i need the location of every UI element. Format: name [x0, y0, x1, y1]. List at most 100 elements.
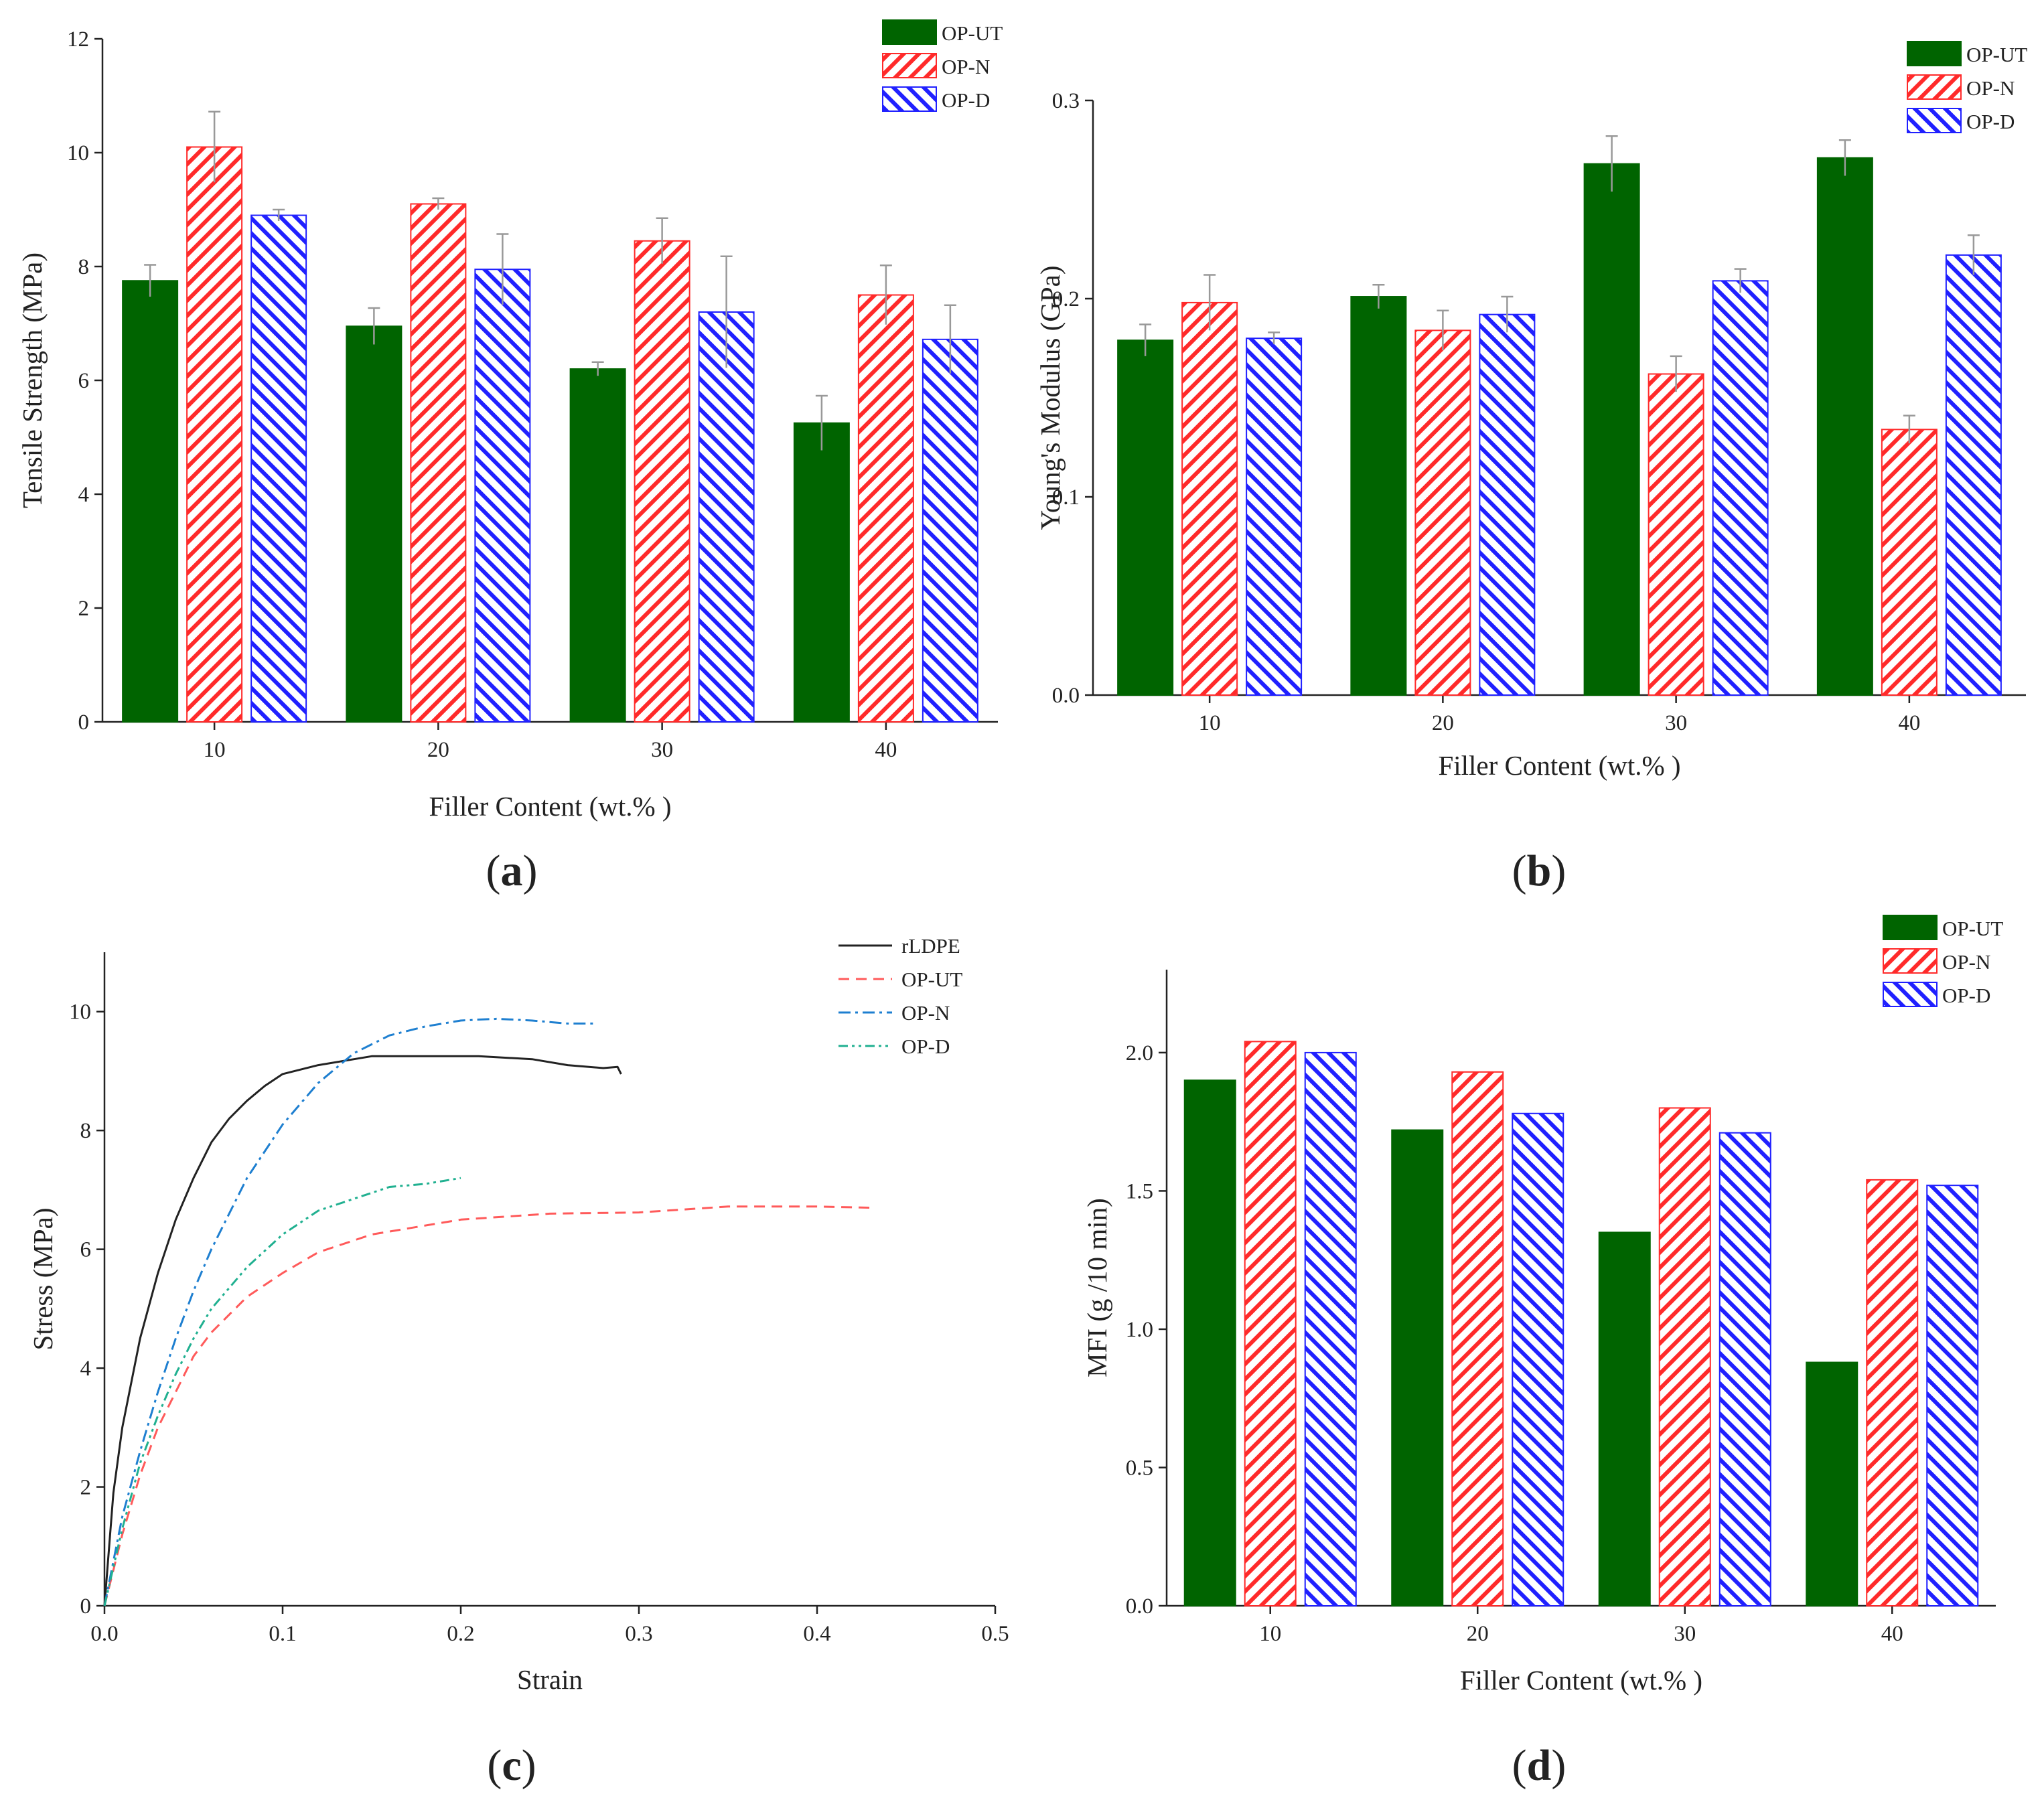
- bar-op-ut-10: [1117, 340, 1174, 696]
- bar-op-d-10: [1246, 337, 1303, 696]
- bar-op-ut-40: [1806, 1361, 1858, 1606]
- y-tick-label: 10: [69, 1000, 91, 1025]
- bar-op-n-30: [1658, 1107, 1711, 1606]
- legend-label-op-ut: OP-UT: [942, 21, 1003, 45]
- bar-op-n-30: [1648, 373, 1704, 696]
- bar-op-d-20: [1512, 1112, 1564, 1606]
- y-axis-title: Stress (MPa): [27, 1208, 58, 1351]
- y-tick-label: 8: [78, 255, 90, 279]
- y-tick-label: 6: [78, 369, 90, 393]
- y-tick-label: 4: [80, 1357, 92, 1381]
- panel-label-a: (a): [486, 846, 538, 895]
- x-axis-title: Strain: [517, 1664, 583, 1695]
- x-tick-label: 0.3: [625, 1622, 652, 1646]
- legend-label-op-n: OP-N: [1966, 76, 2015, 100]
- y-tick-label: 0: [78, 710, 90, 735]
- legend-label-op-d: OP-D: [1942, 984, 1990, 1007]
- x-tick-label: 20: [1432, 711, 1454, 735]
- y-tick-label: 0.0: [1052, 684, 1080, 708]
- legend-swatch-op-n: [882, 53, 937, 78]
- x-tick-label: 40: [1881, 1622, 1903, 1646]
- panel-label-b: (b): [1512, 846, 1566, 895]
- bar-op-d-40: [1926, 1185, 1979, 1607]
- y-tick-label: 0.3: [1052, 89, 1080, 113]
- y-tick-label: 0.0: [1126, 1594, 1153, 1619]
- y-axis-title: MFI (g /10 min): [1082, 1198, 1112, 1377]
- x-tick-label: 30: [1674, 1622, 1696, 1646]
- bar-op-d-20: [1479, 313, 1536, 696]
- x-tick-label: 30: [1665, 711, 1687, 735]
- legend-label-op-d: OP-D: [1966, 110, 2015, 133]
- panel-c-stress-strain: 0.0 0.1 0.2 0.3 0.4 0.5 0 2 4 6 8 10 Strain Stress (M…: [27, 934, 1009, 1695]
- x-tick-label: 0.4: [803, 1622, 830, 1646]
- line-rldpe: [103, 1055, 622, 1606]
- bar-op-d-30: [1719, 1132, 1771, 1606]
- y-tick-label: 4: [78, 483, 90, 507]
- legend-swatch-op-d: [1907, 108, 1962, 133]
- bar-op-n-40: [857, 294, 914, 723]
- bar-op-ut-30: [1598, 1231, 1651, 1607]
- panel-d-mfi: 0.0 0.5 1.0 1.5 2.0 10 20 30 40 Filler Content (w…: [1082, 915, 2003, 1696]
- y-tick-label: 0: [80, 1594, 92, 1619]
- bar-op-d-10: [1304, 1051, 1357, 1607]
- legend-label-op-ut: OP-UT: [901, 968, 962, 991]
- legend-label-rldpe: rLDPE: [901, 934, 960, 958]
- y-tick-label: 2: [78, 597, 90, 621]
- bar-op-n-20: [1414, 329, 1471, 696]
- x-tick-label: 20: [1467, 1622, 1489, 1646]
- y-tick-label: 0.1: [1052, 485, 1080, 510]
- x-tick-label: 40: [1898, 711, 1920, 735]
- bar-op-n-40: [1866, 1179, 1919, 1607]
- legend-swatch-op-ut: [1883, 915, 1938, 940]
- legend-label-op-ut: OP-UT: [1942, 917, 2003, 940]
- x-tick-label: 10: [204, 738, 226, 762]
- legend-label-op-n: OP-N: [942, 55, 990, 78]
- y-tick-label: 2: [80, 1476, 92, 1500]
- panel-label-c: (c): [487, 1741, 536, 1790]
- y-axis-title: Young's Modulus (GPa): [1035, 265, 1066, 530]
- x-tick-label: 10: [1259, 1622, 1281, 1646]
- bar-op-n-40: [1881, 429, 1938, 696]
- legend-label-op-ut: OP-UT: [1966, 43, 2027, 66]
- legend-swatch-op-ut: [882, 19, 937, 45]
- x-tick-label: 40: [875, 738, 897, 762]
- bar-op-ut-40: [793, 422, 850, 723]
- panel-a-tensile-strength: 0 2 4 6 8 10 12 10 20 30 40 Filler Content (wt.% ) T…: [17, 19, 1003, 822]
- legend-swatch-op-n: [1883, 948, 1938, 974]
- bar-op-d-30: [698, 311, 755, 723]
- x-axis-title: Filler Content (wt.% ): [1438, 750, 1680, 781]
- line-op-n: [103, 1017, 595, 1606]
- legend-swatch-op-n: [1907, 74, 1962, 100]
- bar-op-ut-30: [569, 368, 626, 723]
- bar-op-ut-40: [1816, 157, 1873, 696]
- y-axis-title: Tensile Strength (MPa): [17, 252, 48, 508]
- bar-op-n-20: [410, 203, 467, 723]
- bar-op-ut-20: [346, 325, 403, 723]
- x-tick-label: 20: [427, 738, 449, 762]
- bar-op-d-20: [474, 269, 531, 723]
- bar-op-d-30: [1712, 280, 1769, 696]
- bar-op-n-10: [1244, 1041, 1297, 1607]
- bar-op-ut-20: [1350, 296, 1407, 696]
- y-tick-label: 8: [80, 1119, 92, 1143]
- legend-label-op-d: OP-D: [942, 88, 990, 112]
- y-tick-label: 0.5: [1126, 1456, 1153, 1480]
- x-tick-label: 0.2: [447, 1622, 474, 1646]
- y-tick-label: 10: [67, 141, 89, 165]
- bar-op-d-40: [922, 338, 978, 723]
- bar-op-ut-30: [1583, 163, 1640, 696]
- line-op-d: [103, 1177, 461, 1606]
- x-axis-title: Filler Content (wt.% ): [429, 791, 671, 822]
- y-tick-label: 6: [80, 1238, 92, 1262]
- bar-op-ut-10: [1183, 1079, 1236, 1606]
- legend-label-op-d: OP-D: [901, 1035, 950, 1058]
- x-tick-label: 0.1: [269, 1622, 296, 1646]
- x-tick-label: 10: [1199, 711, 1221, 735]
- legend-label-op-n: OP-N: [1942, 950, 1990, 974]
- y-tick-label: 2.0: [1126, 1041, 1153, 1065]
- legend-swatch-op-d: [882, 86, 937, 112]
- y-tick-label: 1.0: [1126, 1318, 1153, 1342]
- x-tick-label: 0.0: [90, 1622, 118, 1646]
- bar-op-ut-10: [122, 280, 179, 723]
